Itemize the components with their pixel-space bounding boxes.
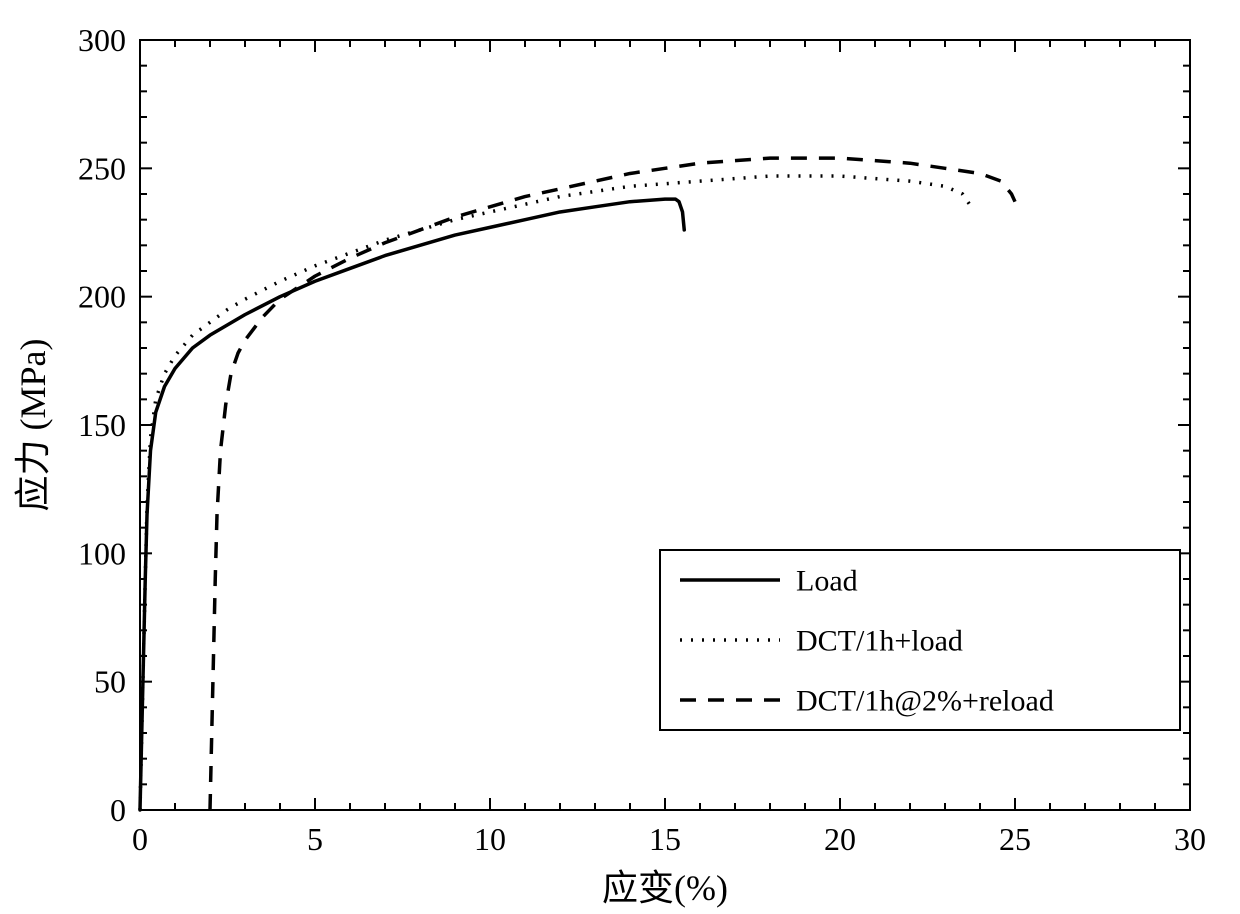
x-tick-label: 10 [474,821,506,857]
y-axis-label: 应力 (MPa) [13,339,53,512]
x-axis-label: 应变(%) [602,868,728,908]
legend-label: Load [796,565,858,598]
x-tick-label: 15 [649,821,681,857]
y-tick-label: 200 [78,279,126,315]
y-tick-label: 300 [78,22,126,58]
x-tick-label: 0 [132,821,148,857]
x-tick-label: 25 [999,821,1031,857]
y-tick-label: 250 [78,150,126,186]
legend: Load DCT/1h+load DCT/1h@2%+reload [660,550,1180,730]
stress-strain-chart: 051015202530050100150200250300应变(%)应力 (M… [0,0,1240,914]
x-tick-label: 30 [1174,821,1206,857]
x-tick-label: 5 [307,821,323,857]
y-tick-label: 100 [78,535,126,571]
y-tick-label: 0 [110,792,126,828]
y-tick-label: 50 [94,664,126,700]
legend-label: DCT/1h@2%+reload [796,685,1054,718]
y-tick-label: 150 [78,407,126,443]
x-tick-label: 20 [824,821,856,857]
legend-label: DCT/1h+load [796,625,963,658]
